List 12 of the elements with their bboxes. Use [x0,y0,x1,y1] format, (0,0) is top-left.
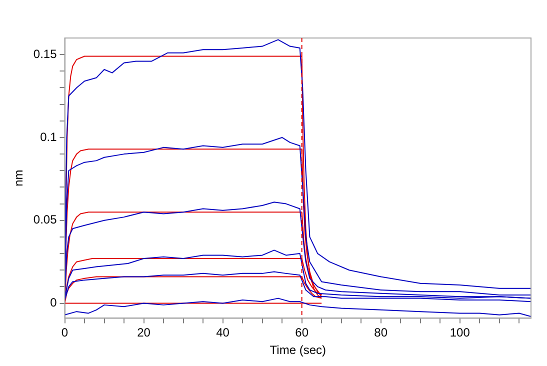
y-tick-label: 0.05 [33,212,58,227]
y-tick-label: 0 [50,296,58,310]
x-tick-label: 40 [216,326,230,340]
y-tick-label: 0.15 [33,46,58,61]
x-tick-label: 20 [137,326,151,340]
y-tick-label: 0.1 [40,130,58,144]
x-tick-label: 0 [61,326,68,340]
x-axis-title: Time (sec) [270,343,326,358]
x-tick-label: 60 [295,326,309,340]
x-tick-label: 80 [374,326,388,340]
x-tick-label: 100 [450,326,470,340]
y-axis-title: nm [12,170,26,186]
